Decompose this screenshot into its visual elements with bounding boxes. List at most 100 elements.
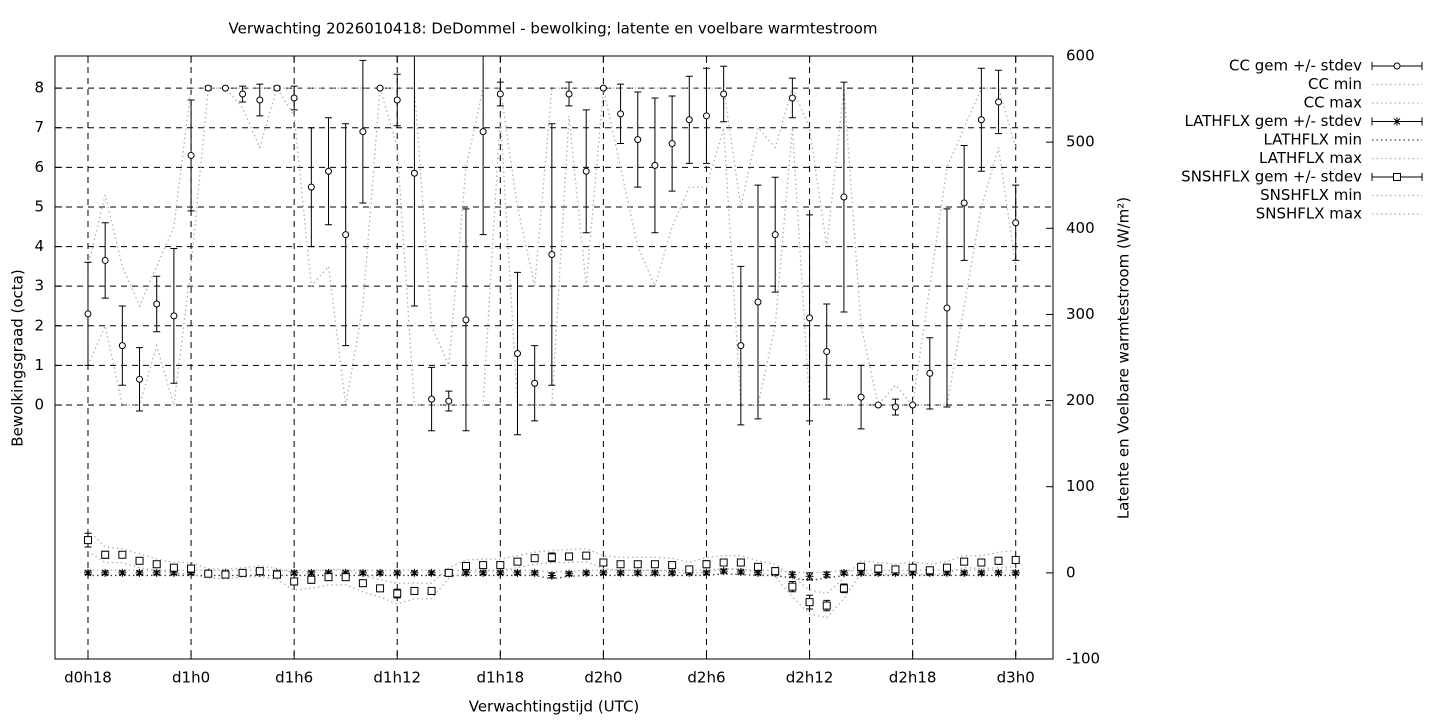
data-point [152, 568, 161, 577]
data-point [101, 568, 110, 577]
data-point [822, 570, 831, 579]
data-point [393, 96, 401, 104]
data-point [805, 598, 814, 607]
data-point [1011, 555, 1020, 564]
data-point [239, 90, 247, 98]
y-tick-label: 2 [34, 316, 44, 334]
y-tick-label: 6 [34, 158, 44, 176]
data-point [995, 98, 1003, 106]
data-point [324, 568, 333, 577]
data-point [1012, 219, 1020, 227]
y2-tick-label: -100 [1066, 650, 1100, 668]
data-point [771, 567, 780, 576]
data-point [840, 193, 848, 201]
data-point [857, 393, 865, 401]
y2-tick-label: 300 [1066, 305, 1095, 323]
data-point [771, 231, 779, 239]
data-point [461, 568, 470, 577]
data-point [650, 560, 659, 569]
data-point [221, 84, 229, 92]
data-point [84, 310, 92, 318]
data-point [359, 128, 367, 136]
data-point [169, 563, 178, 572]
data-point [874, 401, 882, 409]
data-point [204, 569, 213, 578]
data-point [83, 536, 92, 545]
data-point [376, 584, 385, 593]
data-point [994, 568, 1003, 577]
data-point [719, 558, 728, 567]
data-point [376, 84, 384, 92]
legend-label: SNSHFLX max [1256, 205, 1362, 223]
x-tick-label: d1h0 [172, 669, 210, 687]
data-point [822, 601, 831, 610]
data-point [565, 569, 574, 578]
data-point [805, 572, 814, 581]
x-tick-label: d2h6 [687, 669, 725, 687]
data-point [445, 397, 453, 405]
data-point [290, 568, 299, 577]
data-point [187, 564, 196, 573]
data-point [479, 128, 487, 136]
data-point [737, 342, 745, 350]
data-point [891, 403, 899, 411]
data-point [582, 167, 590, 175]
data-point [428, 395, 436, 403]
x-tick-label: d2h18 [889, 669, 937, 687]
legend-label: LATHFLX gem +/- stdev [1184, 112, 1362, 130]
data-point [736, 567, 745, 576]
data-point [633, 560, 642, 569]
chart-title: Verwachting 2026010418: DeDommel - bewol… [229, 20, 878, 38]
data-point [839, 584, 848, 593]
data-point [496, 561, 505, 570]
data-point [393, 589, 402, 598]
data-point [187, 568, 196, 577]
data-point [720, 90, 728, 98]
data-point [942, 563, 951, 572]
data-point [307, 568, 316, 577]
data-point [462, 316, 470, 324]
data-point [839, 568, 848, 577]
data-point [136, 375, 144, 383]
data-point [616, 560, 625, 569]
data-point [925, 566, 934, 575]
data-point [170, 312, 178, 320]
data-point [874, 568, 883, 577]
data-point [513, 350, 521, 358]
plot-frame [54, 55, 1054, 660]
data-point [135, 556, 144, 565]
data-point [273, 84, 281, 92]
y2-tick-label: 0 [1066, 563, 1076, 581]
data-point [942, 568, 951, 577]
data-point [153, 300, 161, 308]
data-point [891, 565, 900, 574]
y-tick-label: 0 [34, 396, 44, 414]
data-point [702, 560, 711, 569]
legend-label: SNSHFLX min [1260, 186, 1362, 204]
legend-label: LATHFLX max [1259, 149, 1362, 167]
legend-marker [1393, 173, 1401, 181]
data-point [410, 586, 419, 595]
data-point [531, 379, 539, 387]
data-point [513, 568, 522, 577]
data-point [496, 568, 505, 577]
y-tick-label: 3 [34, 277, 44, 295]
data-point [118, 550, 127, 559]
data-point [668, 568, 677, 577]
data-point [909, 401, 917, 409]
legend-label: CC min [1308, 75, 1362, 93]
data-point [118, 342, 126, 350]
x-axis-label: Verwachtingstijd (UTC) [469, 698, 640, 716]
data-point [754, 298, 762, 306]
data-point [926, 369, 934, 377]
data-point [788, 94, 796, 102]
data-point [238, 568, 247, 577]
data-point [599, 558, 608, 567]
data-point [496, 90, 504, 98]
data-point [651, 161, 659, 169]
data-point [547, 553, 556, 562]
data-point [685, 116, 693, 124]
data-point [650, 568, 659, 577]
data-point [307, 183, 315, 191]
